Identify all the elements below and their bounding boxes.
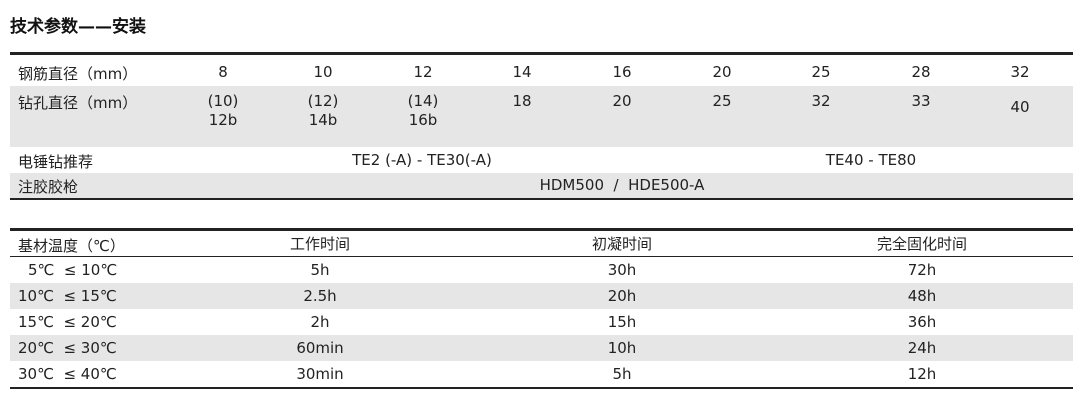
hole-value: (12) (307, 92, 339, 110)
table-top-rule (10, 52, 1073, 55)
table-cell: 5h (612, 365, 632, 383)
drill-small: TE2 (-A) - TE30(-A) (352, 151, 492, 169)
rebar-row: 钢筋直径（mm） 8 10 12 14 16 20 25 28 32 (10, 55, 1073, 86)
drill-label: 电锤钻推荐 (18, 153, 94, 171)
header-rule (10, 256, 1073, 257)
rebar-value: 8 (218, 63, 228, 81)
rebar-value: 12 (413, 63, 433, 81)
drill-row: 电锤钻推荐 TE2 (-A) - TE30(-A) TE40 - TE80 (10, 147, 1073, 173)
column-header: 基材温度（℃） (18, 237, 125, 255)
column-header: 完全固化时间 (876, 235, 968, 253)
table-cell: 5℃ ≤ 10℃ (28, 261, 118, 279)
gun-label: 注胶胶枪 (18, 178, 79, 196)
table-row: 20℃ ≤ 30℃ 60min 10h 24h (10, 335, 1073, 361)
rebar-value: 28 (911, 63, 931, 81)
hole-value: 16b (408, 111, 438, 129)
rebar-value: 14 (512, 63, 532, 81)
table-cell: 2h (310, 313, 330, 331)
table-row: 5℃ ≤ 10℃ 5h 30h 72h (10, 257, 1073, 283)
table-cell: 30h (607, 261, 637, 279)
header-row: 基材温度（℃） 工作时间 初凝时间 完全固化时间 (10, 231, 1073, 256)
hole-value: 40 (1010, 98, 1030, 116)
hole-value: 12b (208, 111, 238, 129)
table-cell: 2.5h (303, 287, 337, 305)
rebar-label: 钢筋直径（mm） (18, 65, 138, 83)
install-table: 钢筋直径（mm） 8 10 12 14 16 20 25 28 32 钻孔直径（mm） (10)… (10, 52, 1073, 202)
table-cell: 30℃ ≤ 40℃ (18, 365, 117, 383)
table-cell: 60min (296, 339, 344, 357)
column-header: 初凝时间 (591, 235, 653, 253)
hole-value: 20 (612, 92, 632, 110)
hole-label: 钻孔直径（mm） (18, 94, 138, 112)
table-cell: 24h (907, 339, 937, 357)
table-cell: 15h (607, 313, 637, 331)
hole-value: 25 (712, 92, 732, 110)
table-cell: 12h (907, 365, 937, 383)
table-cell: 5h (310, 261, 330, 279)
gun-value: HDM500 / HDE500-A (539, 176, 705, 194)
hole-value: 33 (911, 92, 931, 110)
rebar-value: 10 (313, 63, 333, 81)
rebar-value: 16 (612, 63, 632, 81)
rebar-value: 25 (811, 63, 831, 81)
table-bottom-rule (10, 387, 1073, 389)
rebar-value: 20 (712, 63, 732, 81)
page-title: 技术参数——安装 (10, 17, 146, 37)
table-cell: 20h (607, 287, 637, 305)
table-row: 10℃ ≤ 15℃ 2.5h 20h 48h (10, 283, 1073, 309)
table-bottom-rule (10, 198, 1073, 200)
table-cell: 10℃ ≤ 15℃ (18, 287, 117, 305)
rebar-value: 32 (1010, 63, 1030, 81)
column-header: 工作时间 (289, 235, 351, 253)
hole-value: 32 (811, 92, 831, 110)
table-cell: 30min (296, 365, 344, 383)
hole-value: 14b (308, 111, 338, 129)
table-row: 30℃ ≤ 40℃ 30min 5h 12h (10, 361, 1073, 387)
table-cell: 36h (907, 313, 937, 331)
table-cell: 20℃ ≤ 30℃ (18, 339, 117, 357)
table-cell: 48h (907, 287, 937, 305)
drill-large: TE40 - TE80 (825, 151, 917, 169)
table-cell: 72h (907, 261, 937, 279)
hole-value: (10) (207, 92, 239, 110)
hole-row: 钻孔直径（mm） (10) 12b (12) 14b (14) 16b 18 20 25 32 33… (10, 86, 1073, 147)
curing-table: 基材温度（℃） 工作时间 初凝时间 完全固化时间 5℃ ≤ 10℃ 5h 30h 72h 10… (10, 228, 1073, 393)
table-cell: 15℃ ≤ 20℃ (18, 313, 117, 331)
table-top-rule (10, 228, 1073, 231)
table-cell: 10h (607, 339, 637, 357)
gun-row: 注胶胶枪 HDM500 / HDE500-A (10, 173, 1073, 198)
table-row: 15℃ ≤ 20℃ 2h 15h 36h (10, 309, 1073, 335)
hole-value: (14) (407, 92, 439, 110)
hole-value: 18 (512, 92, 532, 110)
